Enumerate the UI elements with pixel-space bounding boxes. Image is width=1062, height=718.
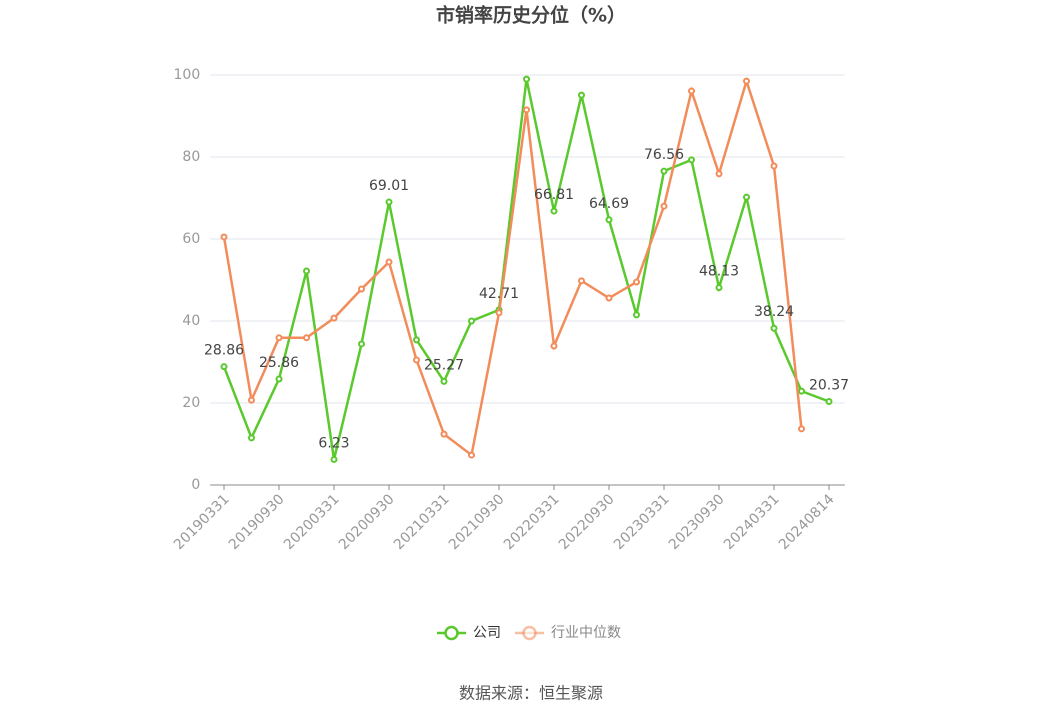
x-tick-label: 20240331 [721,491,783,553]
series-line [222,76,803,458]
data-label: 20.37 [809,377,849,393]
x-tick-label: 20210930 [446,491,508,553]
chart-title: 市销率历史分位（%） [436,4,626,27]
y-tick-label: 80 [182,149,200,165]
point [468,317,475,325]
x-tick-label: 20190930 [226,491,288,553]
point [275,334,283,342]
point [605,216,613,224]
data-label: 6.23 [318,435,349,451]
point [303,334,310,342]
point [798,387,805,395]
point [358,340,365,348]
point [248,396,255,404]
legend-label: 公司 [473,625,501,641]
x-tick-label: 20220930 [556,491,618,553]
x-tick-label: 20200930 [336,491,398,553]
point [578,277,585,285]
x-tick-label: 20230331 [611,491,673,553]
data-label: 28.86 [204,343,244,359]
x-tick-label: 20190331 [171,491,233,553]
point [688,156,695,164]
point [330,455,338,463]
point [358,285,365,293]
point [660,202,668,210]
x-tick-label: 20230930 [666,491,728,553]
point [468,451,475,459]
point [248,434,255,442]
point [550,207,558,215]
point [715,284,723,292]
point [688,87,695,95]
y-tick-label: 100 [174,67,201,83]
point [440,377,448,385]
point [413,356,420,364]
point [633,311,640,319]
point [385,198,393,206]
legend-label: 行业中位数 [551,625,621,641]
legend-marker [522,625,537,641]
y-tick-label: 0 [191,477,200,493]
y-tick-label: 40 [182,313,200,329]
point [440,430,448,438]
point [523,75,530,83]
data-label: 69.01 [369,178,409,194]
data-label: 25.27 [424,357,464,373]
x-tick-label: 20210331 [391,491,453,553]
point [660,167,668,175]
data-label: 25.86 [259,355,299,371]
point [413,336,420,344]
point [715,170,723,178]
point [798,425,805,433]
data-label: 48.13 [699,264,739,280]
point [523,106,530,114]
point [605,294,613,302]
point [550,342,558,350]
point [385,258,393,266]
data-label: 38.24 [754,304,794,320]
point [495,309,503,317]
data-label: 66.81 [534,187,574,203]
point [220,233,228,241]
point [330,314,338,322]
x-tick-label: 20200331 [281,491,343,553]
point [770,162,778,170]
legend-marker [444,625,459,641]
point [743,77,750,85]
point [633,278,640,286]
y-tick-label: 60 [182,231,200,247]
source: 数据来源：恒生聚源 [459,684,603,703]
point [825,397,833,405]
data-label: 76.56 [644,147,684,163]
y-tick-label: 20 [182,395,200,411]
point [220,363,228,371]
x-tick-label: 20240814 [776,491,838,553]
data-label: 42.71 [479,286,519,302]
data-label: 64.69 [589,196,629,212]
x-tick-label: 20220331 [501,491,563,553]
point [275,375,283,383]
point [743,193,750,201]
point [770,324,778,332]
point [578,91,585,99]
point [303,267,310,275]
